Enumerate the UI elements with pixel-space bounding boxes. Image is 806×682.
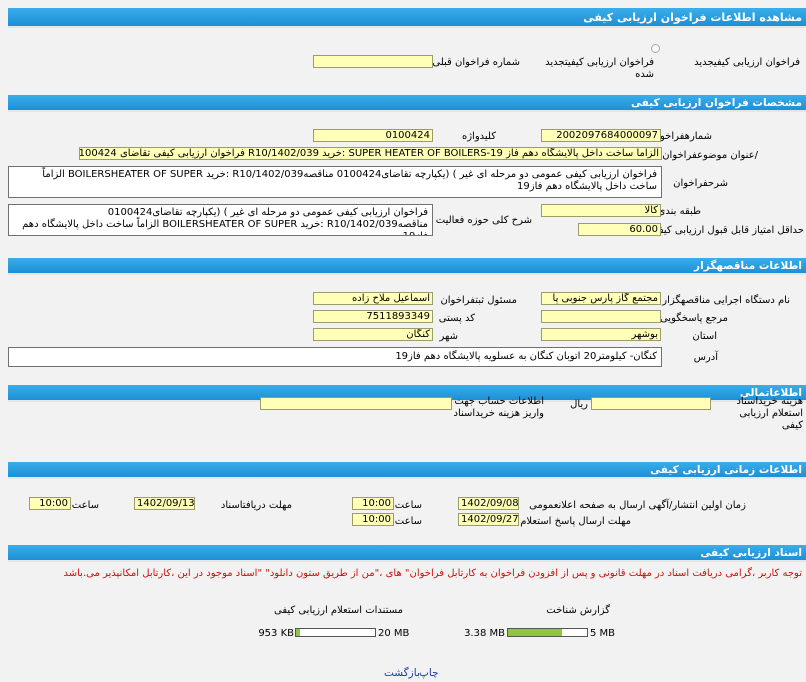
- reference-field: [541, 310, 661, 323]
- registrar-field: اسماعیل ملاح زاده: [313, 292, 433, 305]
- page-title-bar: مشاهده اطلاعات فراخوان ارزیابی کیفی: [8, 8, 806, 28]
- receive-time-label: ساعت: [71, 500, 99, 511]
- option-new-label: فراخوان ارزیابی کیفیجدید: [694, 57, 800, 68]
- subject-field: الزاماً ساخت داخل پالایشگاه دهم فاز SUPE…: [79, 147, 662, 160]
- print-link[interactable]: چاپ: [419, 667, 439, 679]
- description-label: شرحفراخوان: [673, 178, 728, 189]
- city-field: کنگان: [313, 328, 433, 341]
- subject-label: /عنوان موضوعفراخوان: [662, 150, 758, 161]
- address-label: آدرس: [693, 352, 718, 363]
- page-title: مشاهده اطلاعات فراخوان ارزیابی کیفی: [583, 11, 802, 24]
- city-label: شهر: [439, 331, 458, 342]
- call-number-label: شمارهفراخوان: [649, 131, 712, 142]
- docs-label: مستندات استعلام ارزیابی کیفی: [273, 605, 403, 616]
- province-field: بوشهر: [541, 328, 661, 341]
- reference-label: مرجع پاسخگویی: [659, 313, 728, 324]
- postal-field: 7511893349: [313, 310, 433, 323]
- publish-date-field: 1402/09/08: [458, 497, 519, 510]
- deadline-label: مهلت ارسال پاسخ استعلام: [520, 516, 631, 527]
- publish-time-field: 10:00: [352, 497, 394, 510]
- report-progress-fill: [508, 629, 562, 636]
- specs-header: مشخصات فراخوان ارزیابی کیفی: [8, 95, 806, 112]
- docs-size: 953 KB: [258, 628, 294, 639]
- activity-label: شرح کلی حوزه فعالیت: [435, 215, 532, 226]
- fee-field: [591, 397, 711, 410]
- report-progress-bar: [507, 628, 588, 637]
- receive-time-field: 10:00: [29, 497, 71, 510]
- activity-box: فراخوان ارزیابی کیفی عمومی دو مرحله ای غ…: [8, 204, 433, 236]
- min-score-label: حداقل امتیاز قابل قبول ارزیابی کیفی: [650, 225, 804, 236]
- documents-header: اسناد ارزیابی کیفی: [8, 545, 806, 562]
- deadline-time-label: ساعت: [394, 516, 422, 527]
- category-field: کالا: [541, 204, 661, 217]
- account-label: اطلاعات حساب جهت واریز هزینه خریداسناد: [453, 396, 544, 419]
- deadline-time-field: 10:00: [352, 513, 394, 526]
- report-max: 5 MB: [590, 628, 616, 639]
- account-field: [260, 397, 452, 410]
- option-renewed-label: فراخوان ارزیابی کیفیتجدید شده: [545, 57, 654, 80]
- back-link[interactable]: بازگشت: [384, 667, 420, 679]
- radio-renewed[interactable]: [651, 44, 660, 53]
- keyword-field: 0100424: [313, 129, 433, 142]
- registrar-label: مسئول ثبتفراخوان: [440, 295, 517, 306]
- report-size: 3.38 MB: [464, 628, 505, 639]
- receive-date-field: 1402/09/13: [134, 497, 195, 510]
- call-number-field: 2002097684000097: [541, 129, 661, 142]
- keyword-label: کلیدواژه: [461, 131, 496, 142]
- fee-label: هزینه خریداسناد استعلام ارزیابی کیفی: [736, 396, 803, 431]
- deadline-date-field: 1402/09/27: [458, 513, 519, 526]
- exec-org-field: مجتمع گاز پارس جنوبی پا: [541, 292, 661, 305]
- exec-org-label: نام دستگاه اجرایی مناقصهگزار: [662, 295, 790, 306]
- report-label: گزارش شناخت: [546, 605, 610, 616]
- prev-call-field: [313, 55, 433, 68]
- docs-progress-bar: [295, 628, 376, 637]
- timing-header: اطلاعات زمانی ارزیابی کیفی: [8, 462, 806, 479]
- province-label: استان: [692, 331, 717, 342]
- address-box: کنگان- کیلومتر20 اتوبان کنگان به عسلویه …: [8, 347, 662, 367]
- prev-call-label: شماره فراخوان قبلی: [432, 57, 520, 68]
- description-box: فراخوان ارزیابی کیفی عمومی دو مرحله ای غ…: [8, 166, 662, 198]
- organizer-header: اطلاعات مناقصهگزار: [8, 258, 806, 275]
- documents-notice: توجه کاربر ،گرامی دریافت اسناد در مهلت ق…: [63, 568, 803, 579]
- docs-max: 20 MB: [378, 628, 410, 639]
- docs-progress-fill: [296, 629, 300, 636]
- receive-label: مهلت دریافتاسناد: [220, 500, 292, 511]
- postal-label: کد پستی: [438, 313, 475, 324]
- min-score-field: 60.00: [578, 223, 661, 236]
- publish-label: زمان اولین انتشار/آگهی ارسال به صفحه اعل…: [529, 500, 746, 511]
- publish-time-label: ساعت: [394, 500, 422, 511]
- currency-label: ریال: [570, 399, 588, 410]
